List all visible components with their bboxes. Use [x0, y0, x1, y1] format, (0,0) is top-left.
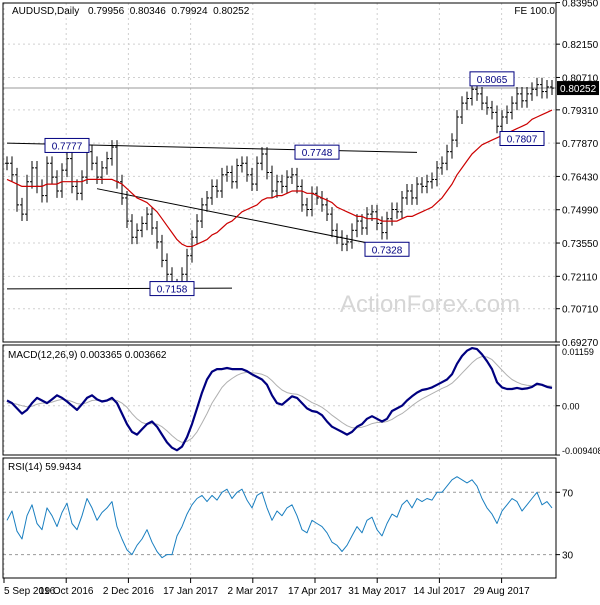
level-label-box — [44, 137, 90, 153]
moving-average-line — [6, 109, 553, 248]
grid-layer — [3, 3, 556, 578]
price-axis-tick-label: 0.76430 — [562, 172, 599, 183]
level-label-box — [499, 131, 545, 147]
watermark: ActionForex.com — [340, 291, 520, 318]
frame-layer — [2, 2, 557, 579]
x-axis-tick-label: 31 May 2017 — [348, 586, 406, 597]
x-axis-tick-label: 17 Jan 2017 — [163, 586, 218, 597]
x-axis-tick-label: 2 Mar 2017 — [228, 586, 279, 597]
panel-frame-0 — [2, 2, 557, 343]
price-axis-tick-label: 0.77870 — [562, 139, 599, 150]
level-label: 0.7158 — [157, 285, 188, 296]
rsi-axis-tick-label: 30 — [562, 551, 574, 562]
level-label-box — [469, 71, 515, 87]
rsi-axis-tick-label: 70 — [562, 488, 574, 499]
x-axis-tick-label: 29 Aug 2017 — [474, 586, 531, 597]
macd-axis-tick-label: 0.01159 — [562, 347, 594, 357]
level-label: 0.8065 — [477, 75, 508, 86]
level-label-box — [149, 281, 195, 297]
level-label: 0.7748 — [302, 148, 333, 159]
price-axis-tick-label: 0.73550 — [562, 239, 599, 250]
trendline — [6, 287, 233, 290]
price-axis-tick-label: 0.74990 — [562, 206, 599, 217]
current-price-tag-label: 0.80252 — [560, 84, 597, 95]
level-label-box — [294, 144, 340, 160]
x-axis-tick-label: 14 Jul 2017 — [414, 586, 466, 597]
price-axis-tick-label: 0.82150 — [562, 40, 599, 51]
price-axis-tick-label: 0.79310 — [562, 106, 599, 117]
x-axis-tick-label: 17 Apr 2017 — [288, 586, 342, 597]
level-label: 0.7807 — [507, 135, 538, 146]
macd-axis-tick-label: 0.00 — [562, 402, 580, 412]
level-label: 0.7328 — [372, 245, 403, 256]
fe-label: FE 100.0 — [514, 6, 555, 17]
price-axis-tick-label: 0.70710 — [562, 305, 599, 316]
price-axis-tick-label: 0.69270 — [562, 338, 599, 349]
macd-title: MACD(12,26,9) 0.003365 0.003662 — [8, 350, 167, 361]
x-axis-tick-label: 19 Oct 2016 — [39, 586, 94, 597]
price-axis-tick-label: 0.83950 — [562, 0, 599, 10]
rsi-title: RSI(14) 59.9434 — [8, 462, 82, 473]
price-axis-tick-label: 0.80710 — [562, 73, 599, 84]
x-axis-tick-label: 2 Dec 2016 — [103, 586, 155, 597]
plot-layer: 0.7777 0.7748 0.7328 0.7158 0.8065 0.7807 — [3, 71, 556, 559]
rsi-line — [6, 476, 553, 559]
chart-header-ohlc: 0.79956 0.80346 0.79924 0.80252 — [88, 6, 250, 17]
chart-header-symbol: AUDUSD,Daily — [12, 6, 79, 17]
level-label: 0.7777 — [52, 141, 83, 152]
panel-frame-2 — [2, 457, 557, 579]
level-label-box — [364, 241, 410, 257]
price-axis-tick-label: 0.72110 — [562, 272, 598, 283]
x-axis-tick-label: 5 Sep 2016 — [4, 586, 56, 597]
macd-axis-tick-label: -0.009408 — [562, 446, 600, 456]
macd-line — [6, 347, 553, 452]
current-price-tag — [557, 81, 599, 96]
panel-frame-1 — [2, 344, 557, 456]
